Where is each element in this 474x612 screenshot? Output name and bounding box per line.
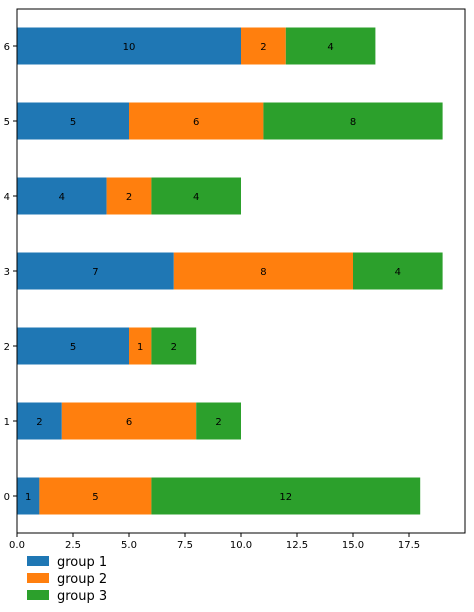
x-tick-label: 5.0 xyxy=(121,540,137,551)
bar-label-3-series-1: 7 xyxy=(92,267,98,278)
bar-label-1-series-2: 6 xyxy=(126,417,132,428)
bar-4-series-1 xyxy=(17,177,107,215)
bar-6-series-3 xyxy=(285,27,376,65)
bar-1-series-2 xyxy=(61,402,197,440)
bar-label-6-series-3: 4 xyxy=(327,42,333,53)
bar-label-5-series-3: 8 xyxy=(350,117,356,128)
bar-6-series-1 xyxy=(17,27,241,65)
bar-0-series-1 xyxy=(17,477,40,515)
bar-label-4-series-3: 4 xyxy=(193,192,199,203)
bar-5-series-2 xyxy=(129,102,264,140)
bar-label-2-series-3: 2 xyxy=(171,342,177,353)
bar-0-series-2 xyxy=(39,477,152,515)
x-tick-label: 10.0 xyxy=(230,540,252,551)
y-tick-label: 3 xyxy=(4,267,10,278)
bar-2-series-3 xyxy=(151,327,197,365)
bar-1-series-1 xyxy=(17,402,62,440)
legend-swatch-series-3 xyxy=(27,590,49,600)
legend-label-series-1: group 1 xyxy=(57,555,107,570)
bar-3-series-3 xyxy=(353,252,443,290)
y-tick-label: 5 xyxy=(4,117,10,128)
bar-label-0-series-1: 1 xyxy=(25,492,31,503)
bar-labels-layer: 1 5 122 6 25 1 27 8 44 2 45 6 810 2 4 xyxy=(25,42,401,503)
bar-label-3-series-2: 8 xyxy=(260,267,266,278)
y-tick-label: 6 xyxy=(4,42,10,53)
y-tick-label: 4 xyxy=(4,192,10,203)
x-tick-label: 17.5 xyxy=(398,540,420,551)
x-axis: 0.0 2.5 5.0 7.5 10.0 12.5 15.0 17.5 xyxy=(9,533,420,551)
legend-label-series-2: group 2 xyxy=(57,572,107,587)
bar-5-series-3 xyxy=(263,102,443,140)
x-tick-label: 7.5 xyxy=(177,540,193,551)
bars-layer xyxy=(17,27,443,515)
y-tick-label: 2 xyxy=(4,342,10,353)
bar-label-6-series-1: 10 xyxy=(123,42,136,53)
x-tick-label: 0.0 xyxy=(9,540,25,551)
x-tick-label: 2.5 xyxy=(65,540,81,551)
bar-label-3-series-3: 4 xyxy=(395,267,401,278)
bar-label-6-series-2: 2 xyxy=(260,42,266,53)
bar-1-series-3 xyxy=(196,402,241,440)
bar-6-series-2 xyxy=(241,27,286,65)
legend-swatch-series-2 xyxy=(27,573,49,583)
bar-3-series-2 xyxy=(173,252,353,290)
x-tick-label: 12.5 xyxy=(286,540,308,551)
y-axis: 0 1 2 3 4 5 6 xyxy=(4,42,17,503)
bar-label-4-series-1: 4 xyxy=(59,192,65,203)
bar-label-1-series-3: 2 xyxy=(215,417,221,428)
bar-label-2-series-2: 1 xyxy=(137,342,143,353)
bar-label-0-series-3: 12 xyxy=(279,492,292,503)
bar-label-1-series-1: 2 xyxy=(36,417,42,428)
legend-label-series-3: group 3 xyxy=(57,589,107,604)
legend-swatch-series-1 xyxy=(27,556,49,566)
bar-label-2-series-1: 5 xyxy=(70,342,76,353)
legend: group 1 group 2 group 3 xyxy=(27,555,107,604)
bar-5-series-1 xyxy=(17,102,129,140)
bar-4-series-2 xyxy=(106,177,152,215)
bar-3-series-1 xyxy=(17,252,174,290)
bar-2-series-2 xyxy=(129,327,152,365)
bar-2-series-1 xyxy=(17,327,129,365)
x-tick-label: 15.0 xyxy=(342,540,364,551)
bar-0-series-3 xyxy=(151,477,421,515)
bar-label-5-series-1: 5 xyxy=(70,117,76,128)
y-tick-label: 0 xyxy=(4,492,10,503)
y-tick-label: 1 xyxy=(4,417,10,428)
bar-label-0-series-2: 5 xyxy=(92,492,98,503)
bar-label-5-series-2: 6 xyxy=(193,117,199,128)
bar-4-series-3 xyxy=(151,177,241,215)
bar-label-4-series-2: 2 xyxy=(126,192,132,203)
